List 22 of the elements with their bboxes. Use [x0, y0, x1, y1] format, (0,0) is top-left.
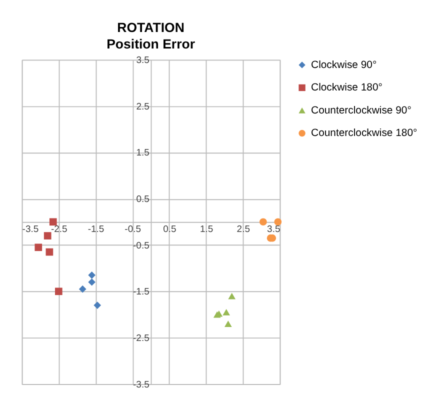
y-tick-label: -3.5: [133, 379, 150, 390]
x-tick-label: 0.5: [163, 224, 176, 235]
y-tick-label: -0.5: [133, 240, 150, 252]
y-tick-label: -2.5: [133, 333, 150, 344]
y-tick-label: 0.5: [136, 194, 150, 206]
x-tick-label: 1.5: [200, 224, 214, 235]
x-tick-label: -2.5: [50, 224, 68, 235]
chart-title: ROTATION: [117, 20, 184, 36]
chart-subtitle: Position Error: [106, 36, 196, 52]
x-tick-label: -3.5: [22, 224, 39, 235]
legend-label: Counterclockwise 180°: [311, 128, 418, 140]
legend-label: Clockwise 90°: [311, 60, 377, 71]
x-tick-label: -0.5: [124, 224, 141, 235]
y-tick-label: 3.5: [136, 55, 150, 66]
y-tick-label: 1.5: [136, 148, 150, 159]
legend-label: Clockwise 180°: [311, 82, 382, 94]
y-tick-label: -1.5: [133, 286, 150, 298]
x-tick-label: -1.5: [88, 224, 104, 235]
y-tick-label: 2.5: [136, 101, 150, 112]
x-tick-label: 2.5: [236, 224, 250, 235]
x-tick-label: 3.5: [267, 224, 280, 235]
legend-label: Counterclockwise 90°: [311, 105, 412, 116]
